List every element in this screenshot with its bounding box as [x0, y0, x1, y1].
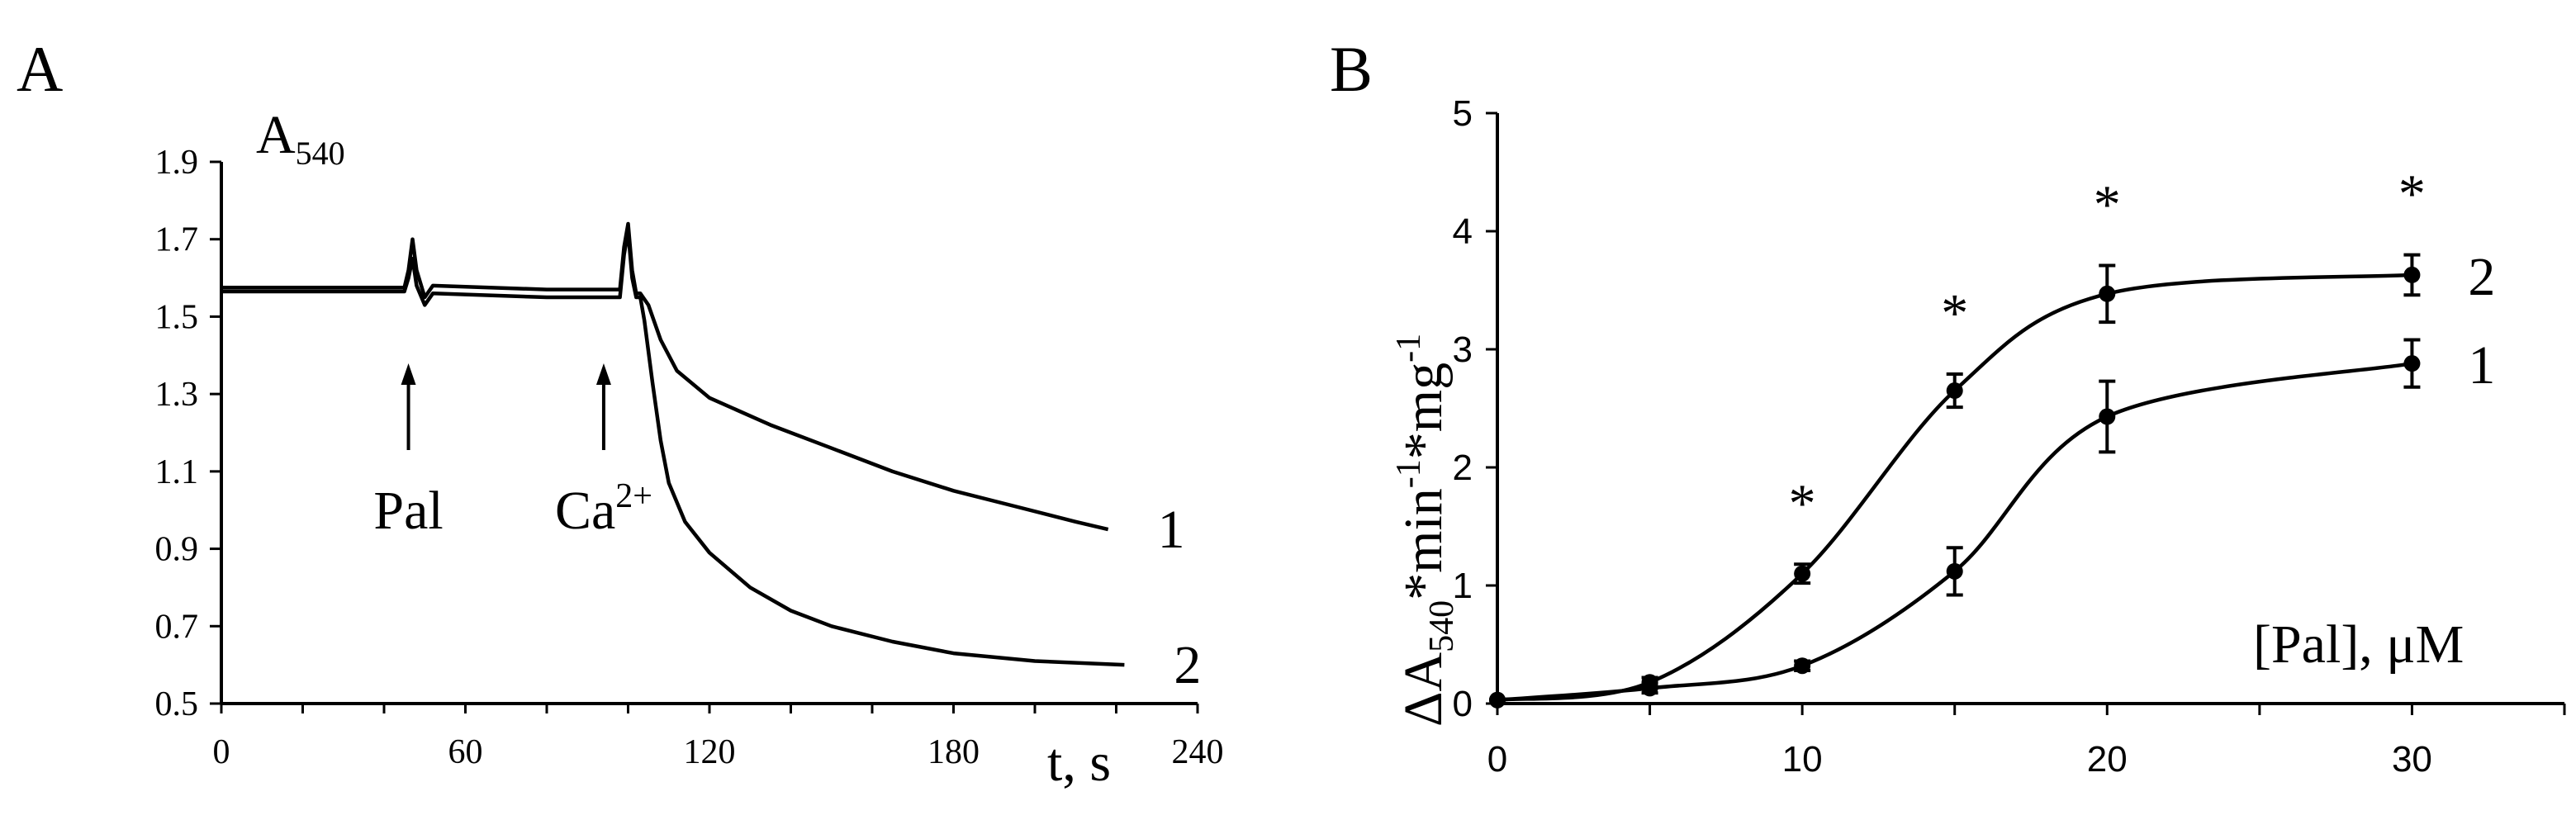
panel-b-ytick-label: 2 [1453, 448, 1473, 488]
panel-a-ylabel-main: A [256, 105, 296, 165]
significance-marker: * [2094, 174, 2121, 235]
panel-a-ylabel-sub: 540 [296, 135, 345, 172]
panel-b-series-1-point [1794, 657, 1811, 675]
panel-a-xlabel: t, s [1047, 732, 1111, 793]
panel-a-series-1-line [221, 221, 1109, 532]
panel-a-ytick-label: 0.9 [155, 531, 199, 569]
panel-b-series-2-point [1489, 691, 1506, 709]
panel-a-ytick-label: 0.7 [155, 608, 199, 646]
panel-b-series-1-label: 1 [2468, 335, 2495, 396]
panel-a-ytick-label: 1.5 [155, 298, 199, 336]
panel-b-ylabel: ΔA540*min-1*mg-1 [1390, 334, 1461, 727]
panel-a: A A540 0.50.70.91.11.31.51.71.9 0 60 120 18… [17, 33, 1224, 793]
panel-a-ytick-label: 1.3 [155, 376, 199, 414]
panel-a-label: A [17, 33, 63, 105]
panel-a-ytick-label: 1.9 [155, 144, 199, 182]
panel-a-xtick-label: 0 [213, 733, 230, 771]
panel-b-xtick-label: 10 [1782, 739, 1823, 780]
panel-b-ytick-label: 4 [1453, 211, 1473, 252]
annotation-pal: Pal [373, 481, 443, 541]
panel-b-ytick-label: 3 [1453, 329, 1473, 370]
panel-a-ytick-label: 1.7 [155, 221, 199, 259]
panel-a-series-2-line [221, 230, 1125, 667]
panel-a-xtick-label: 180 [927, 733, 980, 771]
panel-a-ytick-label: 1.1 [155, 453, 199, 491]
panel-a-series-2-label: 2 [1174, 635, 1201, 695]
panel-a-xtick-label: 240 [1172, 733, 1224, 771]
panel-a-ytick-label: 0.5 [155, 685, 199, 723]
panel-b-series-2-point [1641, 674, 1658, 691]
arrow-pal-icon [401, 363, 416, 385]
panel-b-xtick-label: 30 [2392, 739, 2432, 780]
panel-b-ylabel-min: *min [1393, 488, 1454, 600]
panel-b-ylabel-sup2: -1 [1390, 334, 1428, 363]
panel-b-series-1-point [2403, 355, 2421, 372]
panel-a-xtick-label: 60 [448, 733, 483, 771]
panel-b-ylabel-delta-a: ΔA [1393, 652, 1454, 727]
panel-b-series-1-point [2099, 408, 2116, 425]
panel-b-series-2-point [1794, 565, 1811, 582]
significance-marker: * [1941, 283, 1968, 344]
svg-text:ΔA540*min-1*mg-1: ΔA540*min-1*mg-1 [1390, 334, 1461, 727]
panel-b-ylabel-sup1: -1 [1390, 459, 1428, 488]
panel-b-ytick-label: 0 [1453, 684, 1473, 724]
panel-b-ytick-label: 1 [1453, 566, 1473, 606]
panel-b-series-2-point [2099, 285, 2116, 302]
panel-b-xtick-label: 0 [1487, 739, 1507, 780]
panel-b-ytick-label: 5 [1453, 93, 1473, 134]
panel-b-xlabel: [Pal], μM [2253, 614, 2464, 675]
panel-b-series-2-point [2403, 266, 2421, 283]
panel-a-xtick-label: 120 [684, 733, 736, 771]
panel-b-xtick-label: 20 [2087, 739, 2128, 780]
arrow-ca-icon [595, 363, 611, 385]
panel-b-series-2-point [1946, 382, 1963, 400]
panel-b-series-1-point [1946, 562, 1963, 580]
panel-b-label: B [1330, 33, 1373, 105]
panel-b-series-2-label: 2 [2468, 247, 2495, 307]
panel-b-ylabel-sub: 540 [1423, 600, 1461, 652]
significance-marker: * [2398, 164, 2426, 225]
panel-b-ylabel-mg: *mg [1393, 363, 1454, 459]
significance-marker: * [1789, 473, 1816, 533]
annotation-ca: Ca2+ [555, 477, 652, 541]
panel-a-ylabel: A540 [256, 105, 345, 172]
panel-a-series-1-label: 1 [1158, 500, 1185, 560]
